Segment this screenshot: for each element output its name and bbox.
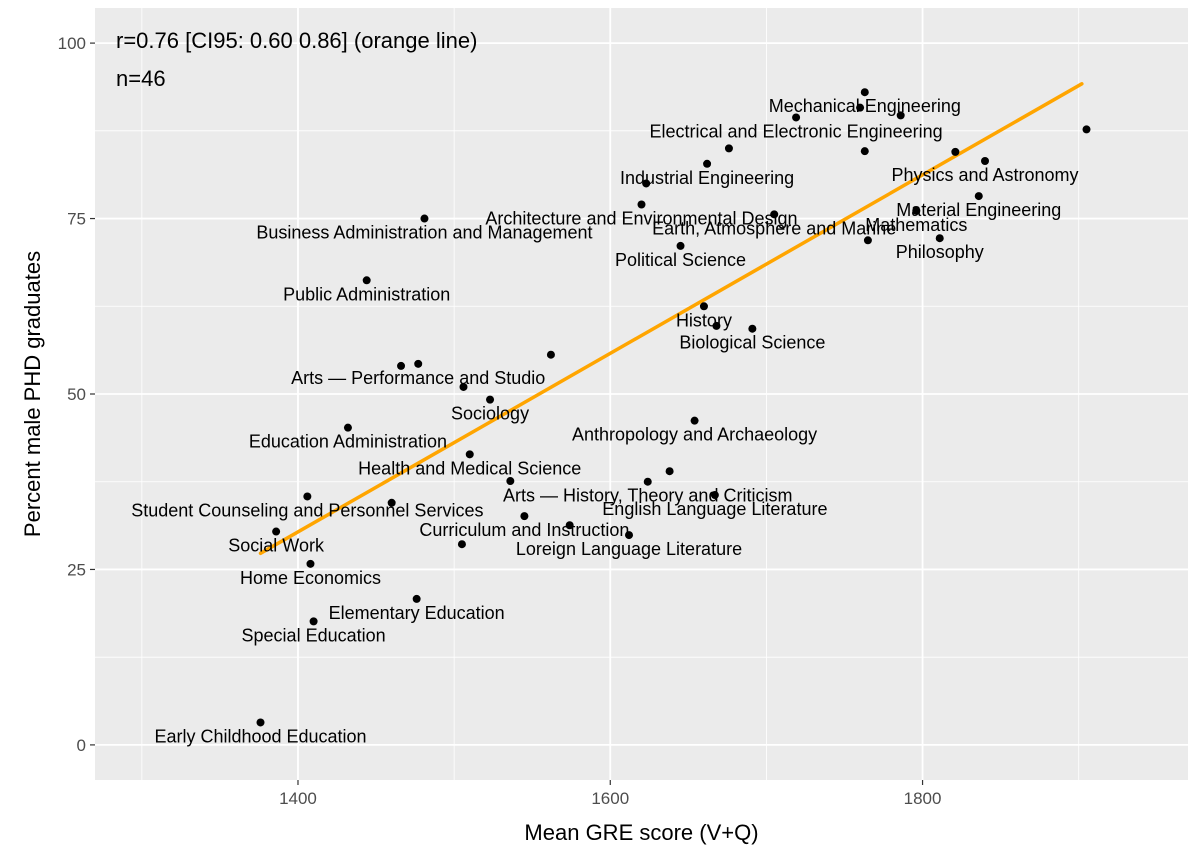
point-label: Political Science [615, 250, 746, 270]
y-tick-label: 0 [77, 736, 86, 755]
point-label: Special Education [242, 625, 386, 645]
point-label: Home Economics [240, 568, 381, 588]
point-label: Elementary Education [329, 603, 505, 623]
point-label: English Language Literature [602, 499, 827, 519]
fit-line-group [258, 82, 1084, 556]
data-point [420, 214, 429, 223]
point-label: History [676, 310, 732, 330]
point-label: Education Administration [249, 432, 447, 452]
point-label: Sociology [451, 404, 529, 424]
data-point [912, 206, 921, 215]
point-label: Industrial Engineering [620, 168, 794, 188]
data-point [457, 540, 466, 549]
point-label: Architecture and Environmental Design [485, 209, 797, 229]
data-point [860, 147, 869, 156]
point-label: Electrical and Electronic Engineering [649, 121, 942, 141]
data-point [710, 491, 719, 500]
point-label: Physics and Astronomy [891, 165, 1078, 185]
data-point [387, 498, 396, 507]
sample-size-annotation: n=46 [116, 66, 166, 91]
y-tick-label: 75 [67, 210, 86, 229]
data-point [362, 276, 371, 285]
point-label: Arts — Performance and Studio [291, 368, 545, 388]
fit-line [258, 82, 1084, 556]
point-label: Social Work [228, 536, 325, 556]
data-point [343, 423, 352, 432]
point-label: Mathematics [865, 215, 967, 235]
data-point [699, 302, 708, 311]
data-point [770, 210, 779, 219]
point-label: Material Engineering [896, 200, 1061, 220]
major-grid [95, 8, 1188, 780]
point-label: Health and Medical Science [358, 458, 581, 478]
y-tick-label: 100 [58, 34, 86, 53]
y-tick-label: 50 [67, 385, 86, 404]
point-label: Arts — History, Theory and Criticism [503, 486, 792, 506]
data-point [486, 395, 495, 404]
data-point [306, 559, 315, 568]
point-label: Earth, Atmosphere and Marine [652, 218, 896, 238]
data-point [520, 512, 529, 521]
data-point [860, 88, 869, 97]
x-tick-label: 1600 [591, 789, 629, 808]
data-point [625, 531, 634, 540]
data-point [724, 144, 733, 153]
correlation-annotation: r=0.76 [CI95: 0.60 0.86] (orange line) [116, 28, 477, 53]
data-point [703, 159, 712, 168]
data-point [792, 113, 801, 122]
data-points [256, 88, 1091, 727]
data-point [397, 361, 406, 370]
data-point [896, 111, 905, 120]
data-point [676, 241, 685, 250]
point-label: Mechanical Engineering [769, 96, 961, 116]
data-point [637, 200, 646, 209]
point-label: Loreign Language Literature [516, 539, 742, 559]
data-point [643, 477, 652, 486]
point-label: Anthropology and Archaeology [572, 425, 817, 445]
data-point [935, 234, 944, 243]
point-label: Biological Science [679, 333, 825, 353]
data-point [642, 179, 651, 188]
axis-ticks: 1400 1600 1800 0 25 50 75 100 [58, 34, 942, 808]
data-point [309, 617, 318, 626]
data-point [690, 416, 699, 425]
data-point [256, 718, 265, 727]
data-point [951, 147, 960, 156]
x-axis-title: Mean GRE score (V+Q) [524, 820, 758, 845]
data-point [459, 382, 468, 391]
data-point [272, 527, 281, 536]
data-point [506, 477, 515, 486]
point-labels: Early Childhood Education Special Educati… [131, 96, 1078, 746]
data-point [465, 450, 474, 459]
data-point [1082, 125, 1091, 134]
data-point [565, 521, 574, 530]
data-point [974, 192, 983, 201]
data-point [748, 324, 757, 333]
data-point [303, 492, 312, 501]
point-label: Business Administration and Management [256, 223, 592, 243]
x-tick-label: 1800 [904, 789, 942, 808]
data-point [981, 156, 990, 165]
data-point [665, 467, 674, 476]
data-point [412, 594, 421, 603]
point-label: Curriculum and Instruction [419, 520, 629, 540]
y-axis-title: Percent male PHD graduates [20, 251, 45, 537]
point-label: Philosophy [896, 242, 984, 262]
data-point [712, 321, 721, 330]
y-tick-label: 25 [67, 560, 86, 579]
data-point [546, 350, 555, 359]
data-point [856, 103, 865, 112]
x-tick-label: 1400 [279, 789, 317, 808]
data-point [863, 236, 872, 245]
point-label: Early Childhood Education [154, 726, 366, 746]
point-label: Public Administration [283, 284, 450, 304]
point-label: Student Counseling and Personnel Service… [131, 500, 483, 520]
data-point [414, 359, 423, 368]
